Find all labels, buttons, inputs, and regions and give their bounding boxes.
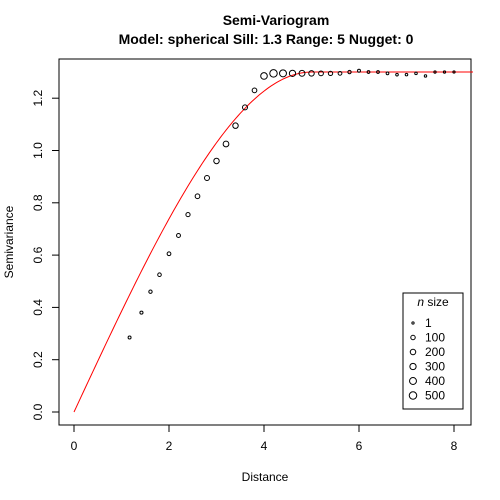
y-tick-label: 1.0 (31, 142, 45, 159)
data-point (260, 72, 268, 80)
legend-symbol (409, 348, 417, 356)
legend-symbol (409, 362, 417, 371)
data-point (308, 70, 315, 77)
x-tick-label: 0 (71, 439, 78, 453)
legend-title-size: size (424, 295, 449, 309)
data-point (251, 87, 258, 94)
legend-box (402, 292, 464, 410)
data-point (452, 70, 456, 74)
data-point (139, 310, 144, 315)
data-point (376, 70, 380, 74)
y-tick-label: 0.0 (31, 403, 45, 420)
data-point (127, 335, 132, 340)
data-point (423, 74, 428, 78)
data-point (279, 69, 287, 78)
x-tick-label: 6 (356, 439, 363, 453)
y-tick-label: 0.8 (31, 194, 45, 211)
data-point (404, 72, 409, 77)
legend-label: 400 (425, 374, 445, 388)
y-tick-label: 0.2 (31, 351, 45, 368)
data-point (337, 70, 343, 76)
data-point (298, 69, 306, 77)
x-tick-label: 2 (166, 439, 173, 453)
legend-label: 200 (425, 345, 445, 359)
legend-symbol (409, 377, 417, 385)
data-point (347, 69, 352, 75)
x-axis-label: Distance (242, 470, 289, 484)
data-point (327, 70, 334, 77)
chart-title: Semi-Variogram (223, 12, 330, 28)
data-point (433, 70, 437, 74)
data-point (166, 251, 172, 257)
data-point (148, 289, 153, 294)
y-axis-label: Semivariance (2, 205, 16, 278)
x-axis: 0 2 4 6 8 (71, 424, 458, 453)
data-point (395, 72, 399, 77)
data-point (357, 68, 361, 73)
y-tick-label: 0.6 (31, 246, 45, 263)
data-point (222, 140, 230, 148)
legend-label: 300 (425, 360, 445, 374)
data-point (157, 272, 162, 277)
data-point (213, 157, 220, 165)
data-point (204, 174, 210, 181)
x-tick-label: 4 (261, 439, 268, 453)
x-tick-label: 8 (451, 439, 458, 453)
legend-symbol (411, 321, 415, 325)
data-point (176, 233, 181, 238)
y-tick-label: 1.2 (31, 90, 45, 107)
y-tick-label: 0.4 (31, 299, 45, 316)
legend-label: 500 (425, 389, 445, 403)
data-point (194, 193, 201, 200)
data-points-layer (127, 68, 456, 340)
data-point (269, 69, 278, 78)
legend-title-n: n (417, 295, 424, 309)
legend-label: 100 (425, 331, 445, 345)
legend-title: n size (417, 295, 449, 309)
data-point (442, 70, 447, 74)
data-point (232, 122, 239, 129)
data-point (385, 71, 390, 76)
data-point (318, 70, 324, 77)
y-axis: 0.0 0.2 0.4 0.6 0.8 1.0 1.2 (31, 90, 60, 420)
data-point (185, 211, 191, 218)
data-point (288, 69, 297, 77)
model-line (73, 71, 473, 413)
data-point (242, 104, 248, 111)
data-point (366, 70, 371, 74)
chart-subtitle: Model: spherical Sill: 1.3 Range: 5 Nugg… (119, 31, 414, 47)
legend-symbol (410, 334, 416, 341)
legend-label: 1 (425, 316, 432, 330)
data-point (414, 71, 418, 76)
legend-symbol (408, 391, 418, 400)
model-line-layer (73, 71, 473, 413)
